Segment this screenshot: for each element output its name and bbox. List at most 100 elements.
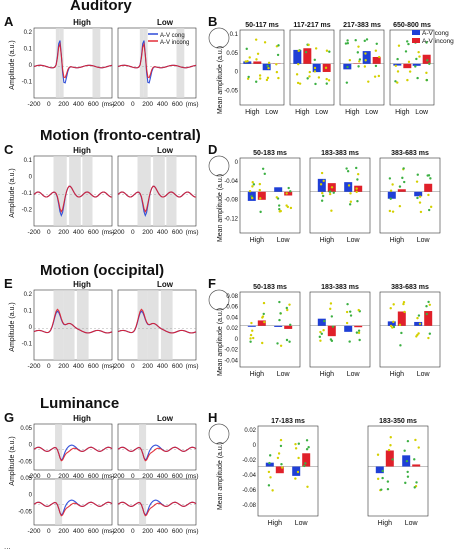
bar-2-0-bar-0-1 <box>257 320 266 326</box>
erp-3-0-high-window-0 <box>55 424 63 470</box>
bar-1-1-dot-1-1-2 <box>355 166 358 170</box>
bar-3-0-dot-0-1-5 <box>280 466 284 469</box>
bar-ytick-0-3: -0.05 <box>224 88 238 94</box>
erp-ytick-0-3: -0.1 <box>22 80 33 86</box>
bar-2-2-dot-1-0-1 <box>418 322 422 326</box>
bar-0-2-dot-1-0-2 <box>364 52 367 55</box>
erp-3-0-high-xtick-3: 400 <box>73 473 84 480</box>
erp-0-0-low-xtick-0: -200 <box>111 101 124 108</box>
legend-cong-swatch <box>412 30 420 35</box>
bar-ytick-3-1: 0 <box>253 443 257 449</box>
erp-2-0-high-xtick-4: 600 <box>88 363 99 370</box>
erp-2-0-high-window-2 <box>76 290 89 360</box>
bar-0-3-dot-1-1-3 <box>428 62 431 65</box>
bar-1-2-dot-0-0-4 <box>391 183 394 186</box>
bar-0-3-dot-0-1-0 <box>407 60 411 64</box>
erp-0-0-high-frame <box>33 27 113 99</box>
bar-2-2-dot-0-1-3 <box>398 323 402 327</box>
bar-2-0-dot-0-0-1 <box>249 337 252 340</box>
bar-0-1-dot-0-1-3 <box>304 50 308 54</box>
bar-1-2-dot-0-1-4 <box>401 176 404 180</box>
erp-legend-cong: A-V cong <box>160 33 185 39</box>
erp-cond-low-0: Low <box>157 18 174 27</box>
bar-1-1-dot-0-0-3 <box>320 171 324 175</box>
bar-2-0-dot-1-0-5 <box>276 342 279 345</box>
bar-1-2-dot-0-0-0 <box>388 177 392 180</box>
section-title-1: Motion (fronto-central) <box>40 127 201 144</box>
erp-cond-low-1: Low <box>157 146 174 155</box>
bar-ytick-1-2: -0.08 <box>224 198 238 204</box>
bar-2-1-dot-0-0-3 <box>322 329 325 332</box>
bar-ytick-1-1: -0.04 <box>224 179 238 185</box>
bar-0-0-dot-0-0-5 <box>247 75 250 79</box>
bar-2-0-dot-1-1-4 <box>288 340 291 343</box>
bar-0-1-dot-1-0-5 <box>314 82 317 86</box>
erp-3-1-low-xtick-3: 400 <box>157 528 168 535</box>
erp-0-0-high-xtick-1: 0 <box>47 101 51 108</box>
bar-2-2-dot-1-0-5 <box>415 335 418 338</box>
bar-3-0-dot-1-1-4 <box>306 485 309 488</box>
bar-2-0-bar-1-0 <box>274 325 283 327</box>
bar-ylabel-2: Mean amplitude (a.u.) <box>217 308 224 376</box>
bar-3-0-dot-0-0-2 <box>268 461 271 465</box>
bar-0-0-frame <box>239 29 285 106</box>
erp-3-1-high-cong-line <box>33 499 113 516</box>
bar-3-1-dot-0-1-3 <box>386 487 390 491</box>
panel-letter-E: E <box>4 276 13 291</box>
erp-3-1-low-xtick-1: 0 <box>131 528 135 535</box>
bar-2-1-dot-1-0-3 <box>346 302 349 306</box>
panel-letter-H: H <box>208 410 217 425</box>
bar-0-1-dot-0-0-4 <box>298 82 302 85</box>
bar-0-0-dot-1-1-0 <box>276 53 280 57</box>
bar-1-0-bar-1-0 <box>274 187 283 192</box>
bar-2-0-dot-0-1-3 <box>261 341 264 345</box>
erp-2-0-high-xtick-0: -200 <box>27 363 40 370</box>
bar-0-2-dot-0-1-4 <box>357 65 360 68</box>
bar-0-0-dot-0-1-5 <box>255 58 258 61</box>
erp-3-1-high-frame <box>33 478 113 526</box>
bar-1-2-dot-1-0-4 <box>416 173 419 176</box>
bar-2-2-dot-1-0-2 <box>417 314 421 317</box>
bar-2-1-bar-1-0 <box>344 325 353 332</box>
erp-3-1-low-frame <box>117 478 197 526</box>
bar-0-2-dot-0-0-4 <box>346 42 350 45</box>
erp-cond-low-3: Low <box>157 414 174 423</box>
bar-0-2-dot-1-0-0 <box>367 80 370 83</box>
bar-3-1-dot-0-1-2 <box>391 458 394 461</box>
bar-0-2-dot-0-0-3 <box>344 42 348 45</box>
bar-3-0-dot-0-0-1 <box>267 470 271 474</box>
bar-1-1-dot-1-1-5 <box>356 172 360 176</box>
bar-ytick-2-2: 0.04 <box>226 315 238 321</box>
erp-3-0-low-frame <box>117 423 197 471</box>
bar-0-1-bar-0-1 <box>303 48 312 64</box>
bar-1-0-dot-0-1-2 <box>259 197 262 200</box>
panel-letter-A: A <box>4 14 14 29</box>
scalp-map-0 <box>208 27 230 49</box>
bar-3-1-dot-1-0-1 <box>406 475 410 478</box>
bar-1-1-dot-1-1-0 <box>355 190 358 194</box>
bar-1-2-bar-1-1 <box>424 183 433 192</box>
bar-2-1-dot-1-0-4 <box>349 314 353 317</box>
bar-0-0-dot-0-1-0 <box>255 80 258 83</box>
bar-3-1-dot-1-0-2 <box>406 439 410 443</box>
erp-3-1-high-xtick-2: 200 <box>58 528 69 535</box>
erp-0-0-low-xtick-4: 600 <box>172 101 183 108</box>
bar-0-0-dot-0-1-2 <box>258 74 262 77</box>
bar-0-1-dot-0-1-2 <box>308 70 312 74</box>
bar-ytick-3-2: -0.02 <box>242 458 256 464</box>
erp-3-1-low-xtick-4: 600 <box>172 528 183 535</box>
bar-2-0-group-1: Low <box>277 371 291 378</box>
bar-0-1-dot-0-0-5 <box>297 62 300 66</box>
bar-0-3-dot-0-0-1 <box>396 57 399 61</box>
bar-0-0-dot-1-0-2 <box>267 61 271 65</box>
bar-0-3-dot-1-0-1 <box>417 50 420 54</box>
erp-3-1-high-xtick-5: (ms) <box>102 528 115 535</box>
bar-0-3-dot-0-1-1 <box>407 42 410 46</box>
bar-1-1-dot-1-1-4 <box>356 178 359 181</box>
bar-3-1-dot-0-0-5 <box>381 469 384 473</box>
legend-incong-swatch <box>412 38 420 43</box>
bar-2-0-dot-1-0-3 <box>279 344 283 347</box>
erp-0-0-low-incong-line <box>117 41 197 79</box>
erp-1-0-high-window-1 <box>69 156 81 226</box>
erp-1-0-low-xtick-5: (ms) <box>186 229 199 236</box>
